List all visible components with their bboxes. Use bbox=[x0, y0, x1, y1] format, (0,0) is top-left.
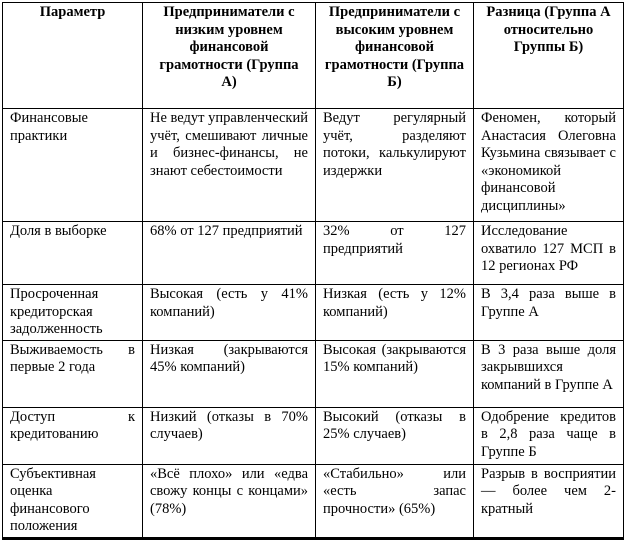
cell-diff: Феномен, который Анастасия Олеговна Кузь… bbox=[473, 108, 624, 222]
cell-param: Финансовые практики bbox=[2, 108, 143, 222]
cell-group-a: Низкая (закрываются 45% компаний) bbox=[142, 339, 316, 408]
cell-param: Доля в выборке bbox=[2, 221, 143, 285]
cell-group-a: Низкий (отказы в 70% случаев) bbox=[142, 406, 316, 465]
header-cell-group-b: Предприниматели с высоким уровнем финанс… bbox=[315, 2, 474, 109]
cell-group-b: «Стабильно» или «есть запас прочности» (… bbox=[315, 463, 474, 539]
header-cell-diff: Разница (Группа А относительно Группы Б) bbox=[473, 2, 624, 109]
header-cell-group-a: Предприниматели с низким уровнем финансо… bbox=[142, 2, 316, 109]
cell-param: Просроченная кредиторская задолженность bbox=[2, 284, 143, 341]
cell-group-b: 32% от 127 предприятий bbox=[315, 221, 474, 285]
table-row: Просроченная кредиторская задолженность … bbox=[2, 284, 624, 341]
cell-diff: В 3 раза выше доля закрывшихся компаний … bbox=[473, 339, 624, 408]
table-row: Выживаемость в первые 2 года Низкая (зак… bbox=[2, 339, 624, 408]
cell-group-b: Ведут регулярный учёт, разделяют потоки,… bbox=[315, 108, 474, 222]
table-row: Доступ к кредитованию Низкий (отказы в 7… bbox=[2, 406, 624, 465]
cell-group-a: «Всё плохо» или «едва свожу концы с конц… bbox=[142, 463, 316, 539]
cell-group-b: Высокая (закрываются 15% компаний) bbox=[315, 339, 474, 408]
table-row: Финансовые практики Не ведут управленчес… bbox=[2, 108, 624, 222]
cell-param: Доступ к кредитованию bbox=[2, 406, 143, 465]
cell-group-a: Высокая (есть у 41% компаний) bbox=[142, 284, 316, 341]
cell-group-a: Не ведут управленческий учёт, смешивают … bbox=[142, 108, 316, 222]
cell-diff: В 3,4 раза выше в Группе А bbox=[473, 284, 624, 341]
cell-diff: Одобрение кредитов в 2,8 раза чаще в Гру… bbox=[473, 406, 624, 465]
cell-param: Выживаемость в первые 2 года bbox=[2, 339, 143, 408]
header-row: Параметр Предприниматели с низким уровне… bbox=[2, 2, 624, 109]
table-row: Субъективная оценка финансового положени… bbox=[2, 463, 624, 539]
cell-group-b: Низкая (есть у 12% компаний) bbox=[315, 284, 474, 341]
cell-group-a: 68% от 127 предприятий bbox=[142, 221, 316, 285]
cell-diff: Исследование охватило 127 МСП в 12 регио… bbox=[473, 221, 624, 285]
cell-param: Субъективная оценка финансового положени… bbox=[2, 463, 143, 539]
cell-group-b: Высокий (отказы в 25% случаев) bbox=[315, 406, 474, 465]
cell-diff: Разрыв в восприятии — более чем 2-кратны… bbox=[473, 463, 624, 539]
table-row: Доля в выборке 68% от 127 предприятий 32… bbox=[2, 221, 624, 285]
header-cell-param: Параметр bbox=[2, 2, 143, 109]
